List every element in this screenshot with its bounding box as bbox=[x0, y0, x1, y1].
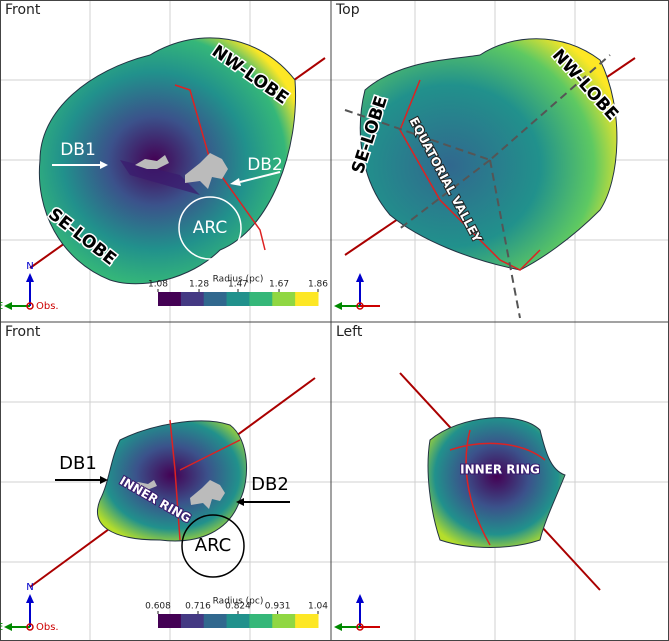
arrow-head bbox=[100, 161, 108, 169]
colorbar-tick-label: 1.47 bbox=[228, 280, 248, 290]
axis-dashed bbox=[344, 54, 611, 319]
annotation: DB1 bbox=[59, 453, 97, 474]
compass-obs-label: Obs. bbox=[36, 622, 59, 633]
colorbar-tick-label: 1.67 bbox=[269, 280, 289, 290]
compass-north-head bbox=[26, 273, 34, 282]
compass-north-head bbox=[26, 594, 34, 603]
compass-observer bbox=[26, 623, 34, 631]
panel-title: Front bbox=[5, 2, 41, 18]
colorbar-segment bbox=[295, 292, 319, 306]
compass-east-head bbox=[334, 302, 342, 310]
annotation: DB1 bbox=[60, 140, 96, 160]
ring-line bbox=[169, 419, 241, 541]
annotation: INNER RING bbox=[460, 463, 540, 477]
arrow bbox=[239, 171, 281, 183]
compass-north-head bbox=[356, 594, 364, 603]
colorbar-tick-label: 0.608 bbox=[145, 602, 171, 612]
mesh bbox=[97, 420, 248, 542]
colorbar-label: Radius (pc) bbox=[213, 597, 264, 607]
ring-line bbox=[399, 79, 541, 271]
mesh bbox=[359, 38, 618, 271]
annotation: DB2 bbox=[251, 474, 289, 495]
compass-east-head bbox=[4, 623, 12, 631]
compass-east-head bbox=[334, 623, 342, 631]
panel-front-2: Front DB1 DB2 INNER RING ARC bbox=[5, 324, 316, 588]
colorbar-tick-label: 1.28 bbox=[189, 280, 209, 290]
mesh bbox=[427, 417, 566, 548]
colorbar-tick-label: 0.716 bbox=[185, 602, 211, 612]
db1-shape bbox=[130, 480, 157, 490]
colorbar-segment bbox=[180, 292, 205, 306]
colorbar-segment bbox=[158, 292, 182, 306]
annotation: DB2 bbox=[247, 155, 283, 175]
compass-north-head bbox=[356, 273, 364, 282]
arrow-head bbox=[236, 498, 244, 506]
db2-shape bbox=[190, 480, 225, 509]
db1-shape bbox=[135, 155, 169, 169]
panel-front-1: Front NW-LOBE SE-LOBE DB1 DB2 ARC bbox=[5, 2, 326, 285]
colorbar-segment bbox=[249, 614, 273, 628]
colorbar-segment bbox=[180, 614, 205, 628]
compass-e-label: E bbox=[0, 622, 3, 633]
arc-circle bbox=[178, 196, 242, 260]
shadow bbox=[120, 160, 200, 195]
compass-n-label: N bbox=[26, 582, 33, 593]
compass-n-label: N bbox=[26, 261, 33, 272]
colorbar-segment bbox=[226, 292, 250, 306]
colorbar-tick-label: 0.824 bbox=[225, 602, 251, 612]
colorbar-tick-label: 1.04 bbox=[308, 602, 328, 612]
annotation: ARC bbox=[195, 535, 232, 556]
panel-left: Left INNER RING bbox=[336, 324, 601, 591]
colorbar-segment bbox=[226, 614, 250, 628]
arc-circle bbox=[181, 514, 245, 578]
colorbar-segment bbox=[158, 614, 182, 628]
ring-line bbox=[449, 429, 546, 546]
colorbar-tick-label: 1.86 bbox=[308, 280, 328, 290]
compass-east-head bbox=[4, 302, 12, 310]
arrow-head bbox=[100, 476, 108, 484]
colorbar-segment bbox=[203, 614, 228, 628]
annotation: ARC bbox=[193, 218, 227, 238]
colorbar-segment bbox=[249, 292, 273, 306]
compass-observer bbox=[26, 302, 34, 310]
panel-top: Top NW-LOBE SE-LOBE EQUATORIAL VALLEY bbox=[335, 2, 636, 319]
colorbar-segment bbox=[295, 614, 319, 628]
colorbar-tick-label: 1.08 bbox=[148, 280, 168, 290]
colorbar-tick-label: 0.931 bbox=[265, 602, 291, 612]
colorbar-segment bbox=[203, 292, 228, 306]
arrow-head bbox=[230, 178, 241, 186]
compass-obs-label: Obs. bbox=[36, 301, 59, 312]
compass-e-label: E bbox=[0, 301, 3, 312]
colorbar-label: Radius (pc) bbox=[213, 275, 264, 285]
db2-shape bbox=[185, 153, 228, 189]
panel-title: Left bbox=[336, 324, 363, 340]
panel-title: Top bbox=[335, 2, 360, 18]
colorbar-segment bbox=[272, 614, 296, 628]
colorbar-segment bbox=[272, 292, 296, 306]
panel-title: Front bbox=[5, 324, 41, 340]
